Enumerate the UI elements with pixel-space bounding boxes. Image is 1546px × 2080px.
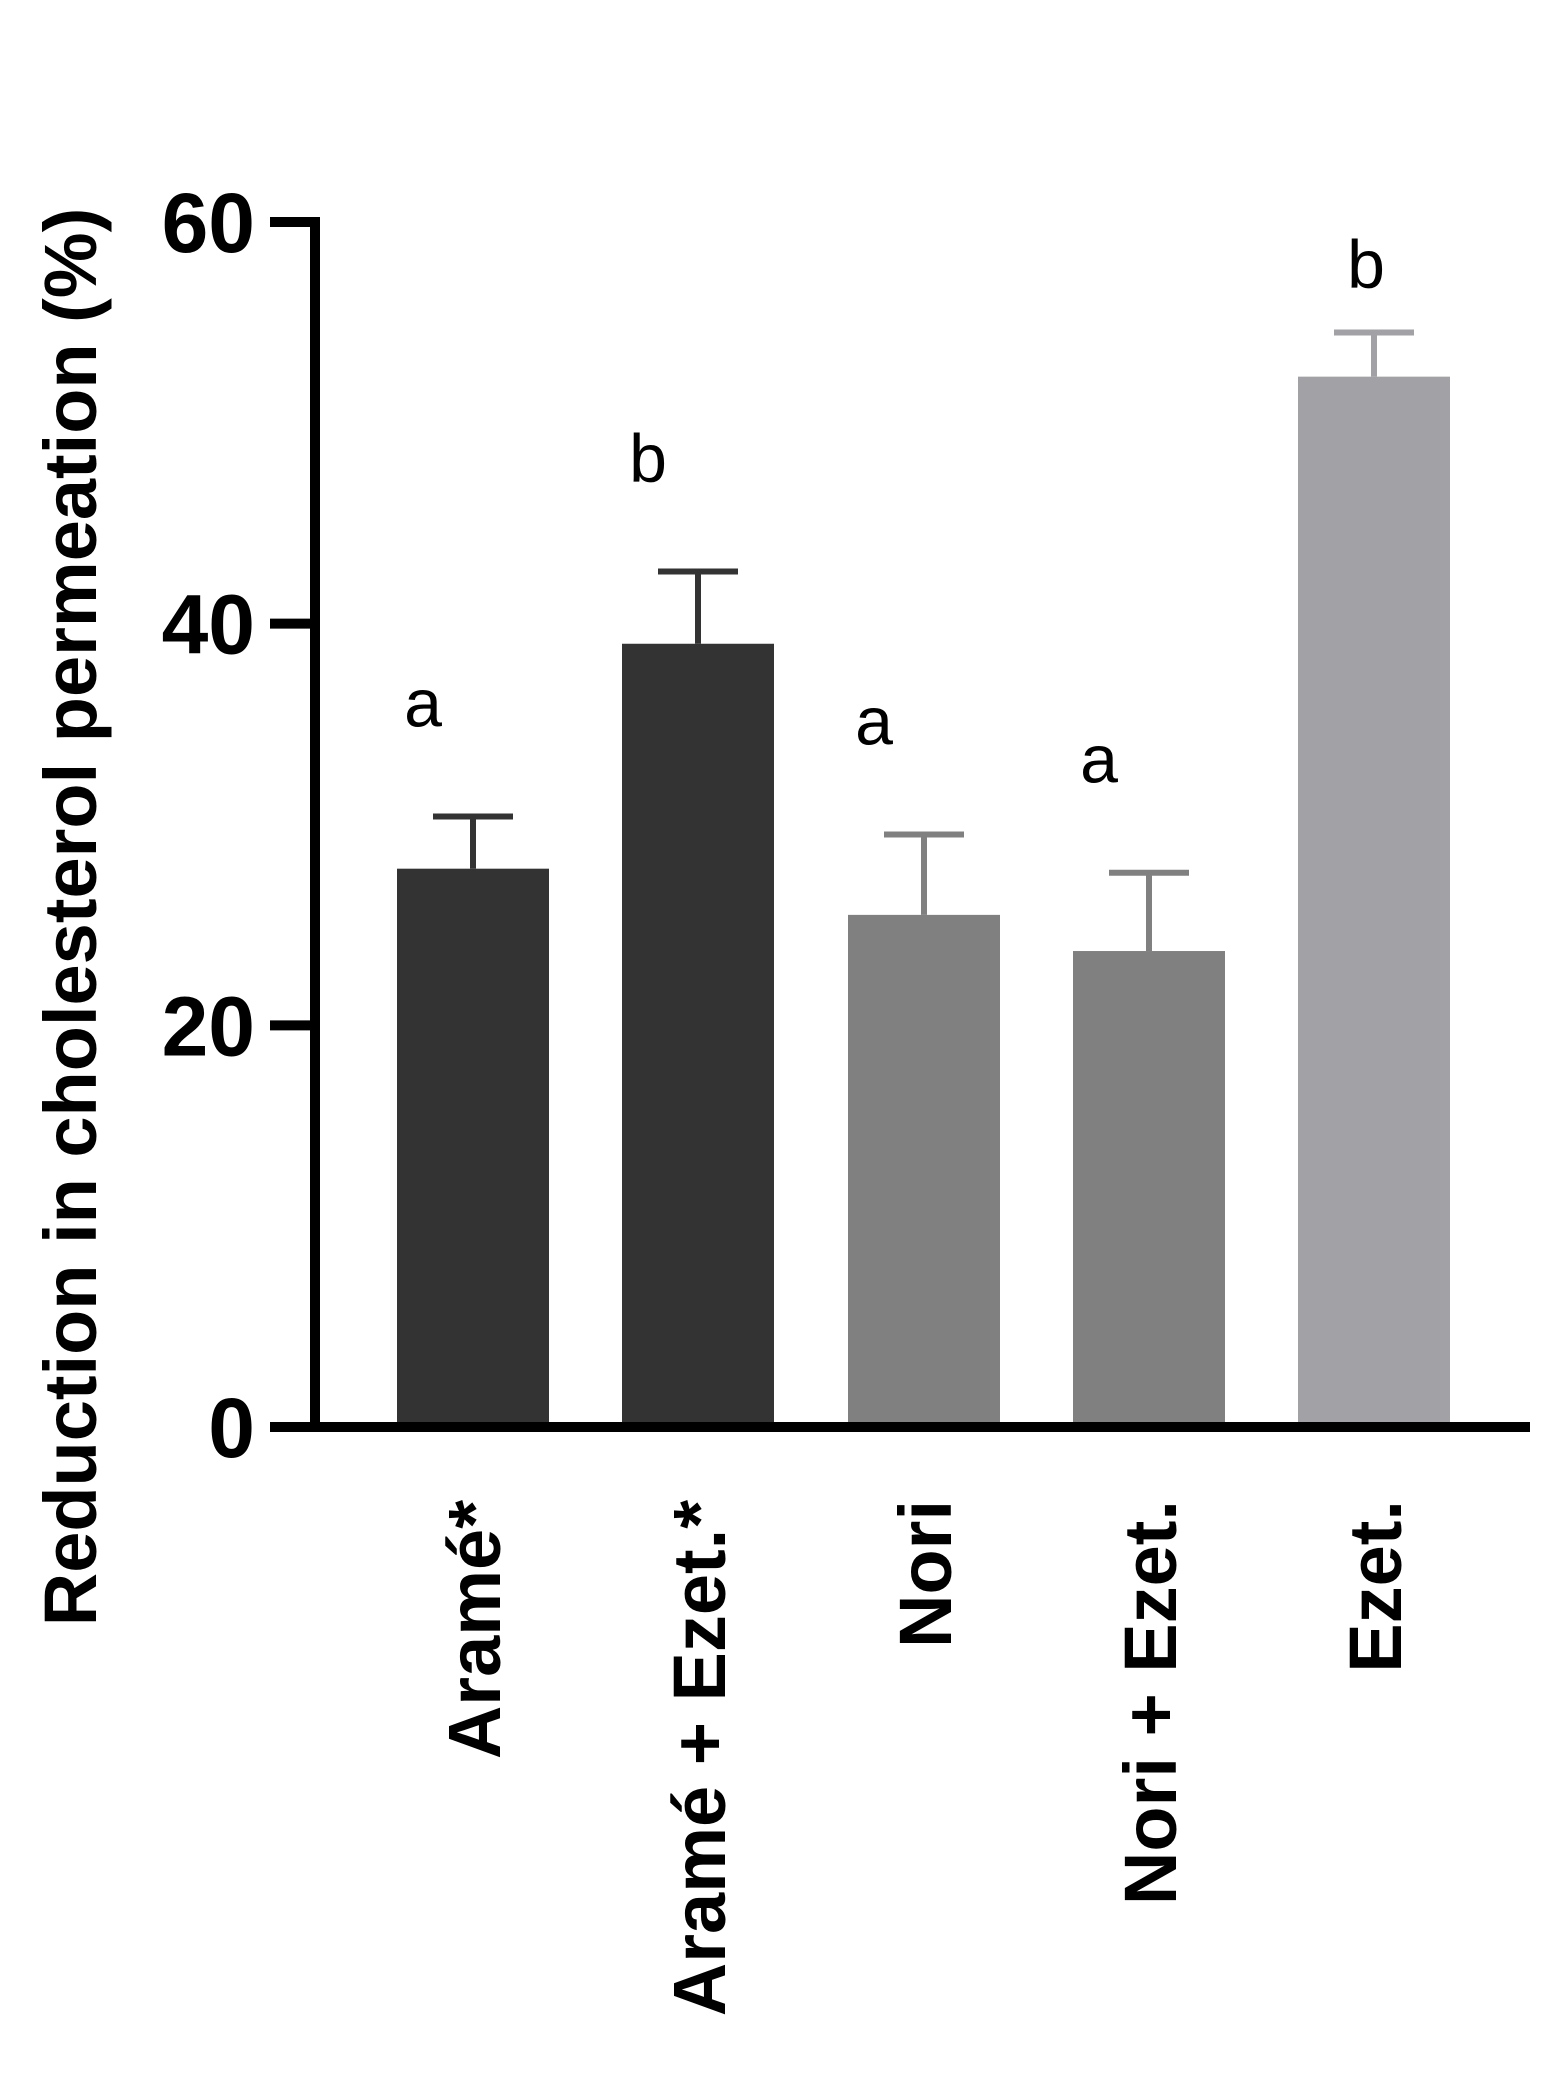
- y-tick-label: 0: [208, 1381, 255, 1475]
- y-axis-title: Reduction in cholesterol permeation (%): [29, 208, 112, 1627]
- bar: [1073, 951, 1225, 1427]
- y-tick-label: 60: [162, 176, 255, 270]
- significance-label: a: [1080, 722, 1118, 798]
- bar: [397, 868, 549, 1427]
- category-labels: Aramé* Aramé + Ezet.* Nori Nori + Ezet. Ezet…: [433, 1500, 1417, 2016]
- category-label: Aramé + Ezet.*: [658, 1500, 741, 2016]
- y-tick-label: 40: [162, 578, 255, 672]
- category-label: Aramé*: [433, 1500, 516, 1759]
- axes: [310, 217, 1530, 1432]
- y-ticks: 0 20 40 60: [162, 176, 315, 1475]
- significance-label: b: [629, 420, 667, 496]
- category-label: Nori + Ezet.: [1109, 1500, 1192, 1905]
- bar: [848, 914, 1000, 1427]
- category-label: Ezet.: [1334, 1500, 1417, 1673]
- significance-label: a: [404, 665, 442, 741]
- bars: [397, 376, 1450, 1428]
- significance-label: b: [1347, 226, 1385, 302]
- y-tick-label: 20: [162, 979, 255, 1073]
- category-label: Nori: [884, 1500, 967, 1648]
- significance-label: a: [855, 684, 893, 760]
- bar: [622, 643, 774, 1427]
- bar: [1298, 376, 1450, 1428]
- significance-labels: a b a a b: [404, 226, 1385, 797]
- error-bars: [433, 329, 1414, 952]
